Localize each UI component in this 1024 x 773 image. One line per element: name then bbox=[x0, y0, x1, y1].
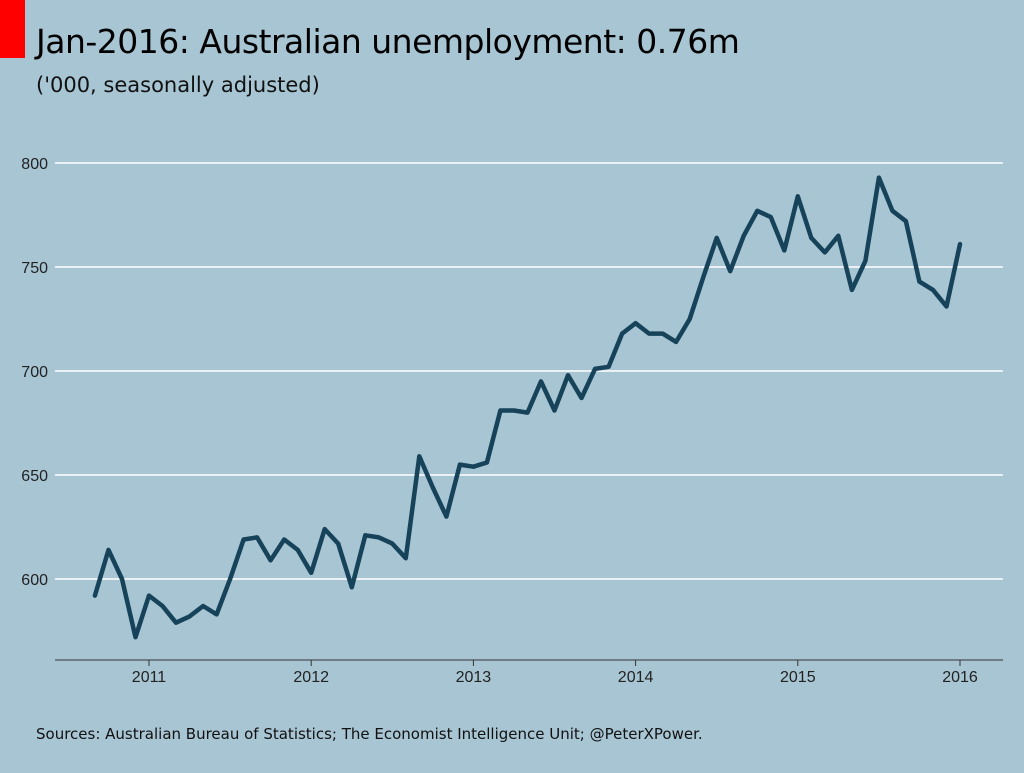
x-axis-labels: 2011 2012 2013 2014 2015 2016 bbox=[132, 669, 978, 686]
x-axis bbox=[55, 659, 1003, 666]
series-layer bbox=[92, 175, 963, 640]
accent-red-block bbox=[0, 0, 25, 58]
y-tick-label-600: 600 bbox=[21, 572, 48, 589]
x-tick-label-2015: 2015 bbox=[780, 669, 816, 686]
y-tick-label-800: 800 bbox=[21, 156, 48, 173]
series-line bbox=[92, 175, 963, 640]
x-tick-label-2014: 2014 bbox=[618, 669, 654, 686]
x-tick-label-2011: 2011 bbox=[132, 669, 167, 686]
x-tick-label-2013: 2013 bbox=[456, 669, 492, 686]
x-tick-label-2016: 2016 bbox=[942, 669, 978, 686]
gridlines bbox=[55, 162, 1003, 580]
source-note: Sources: Australian Bureau of Statistics… bbox=[36, 725, 703, 743]
y-tick-label-650: 650 bbox=[21, 468, 48, 485]
y-tick-label-700: 700 bbox=[21, 364, 48, 381]
chart-subtitle: ('000, seasonally adjusted) bbox=[36, 73, 320, 97]
y-tick-label-750: 750 bbox=[21, 260, 48, 277]
chart-title: Jan-2016: Australian unemployment: 0.76m bbox=[36, 22, 740, 61]
x-tick-label-2012: 2012 bbox=[293, 669, 329, 686]
y-axis-labels: 600 650 700 750 800 bbox=[21, 156, 48, 589]
